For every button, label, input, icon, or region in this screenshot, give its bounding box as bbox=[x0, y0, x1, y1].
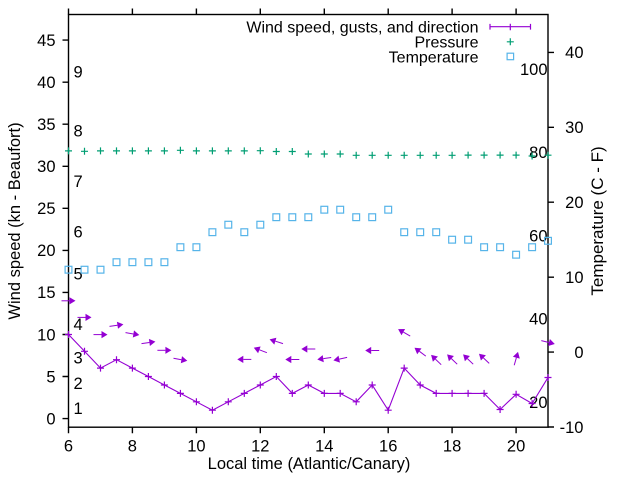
svg-text:10: 10 bbox=[565, 269, 583, 287]
svg-text:100: 100 bbox=[520, 61, 548, 79]
svg-text:8: 8 bbox=[128, 438, 137, 456]
svg-text:0: 0 bbox=[46, 410, 55, 428]
svg-text:14: 14 bbox=[315, 438, 333, 456]
svg-text:20: 20 bbox=[507, 438, 525, 456]
svg-text:Temperature: Temperature bbox=[389, 50, 479, 67]
svg-text:4: 4 bbox=[74, 316, 83, 334]
svg-text:Wind speed (kn - Beaufort): Wind speed (kn - Beaufort) bbox=[6, 122, 24, 319]
svg-text:35: 35 bbox=[37, 116, 55, 134]
svg-text:12: 12 bbox=[251, 438, 269, 456]
svg-text:16: 16 bbox=[379, 438, 397, 456]
svg-text:20: 20 bbox=[37, 242, 55, 260]
svg-text:6: 6 bbox=[64, 438, 73, 456]
svg-text:Temperature (C - F): Temperature (C - F) bbox=[588, 146, 607, 295]
svg-text:6: 6 bbox=[74, 224, 83, 242]
svg-text:3: 3 bbox=[74, 350, 83, 368]
svg-text:7: 7 bbox=[74, 173, 83, 191]
svg-text:0: 0 bbox=[574, 344, 583, 362]
svg-text:45: 45 bbox=[37, 32, 55, 50]
svg-text:25: 25 bbox=[37, 200, 55, 218]
svg-text:20: 20 bbox=[565, 194, 583, 212]
svg-text:15: 15 bbox=[37, 284, 55, 302]
svg-text:9: 9 bbox=[74, 64, 83, 82]
svg-text:40: 40 bbox=[565, 44, 583, 62]
svg-text:1: 1 bbox=[74, 400, 83, 418]
svg-text:40: 40 bbox=[37, 74, 55, 92]
svg-text:60: 60 bbox=[529, 227, 547, 245]
svg-text:80: 80 bbox=[529, 144, 547, 162]
svg-text:5: 5 bbox=[74, 266, 83, 284]
svg-text:Local time (Atlantic/Canary): Local time (Atlantic/Canary) bbox=[208, 455, 411, 473]
svg-text:30: 30 bbox=[37, 158, 55, 176]
svg-text:10: 10 bbox=[37, 326, 55, 344]
svg-text:Pressure: Pressure bbox=[414, 35, 478, 52]
svg-text:20: 20 bbox=[529, 394, 547, 412]
svg-text:8: 8 bbox=[74, 123, 83, 141]
svg-text:2: 2 bbox=[74, 375, 83, 393]
svg-text:-10: -10 bbox=[560, 419, 584, 437]
svg-text:30: 30 bbox=[565, 119, 583, 137]
svg-text:10: 10 bbox=[187, 438, 205, 456]
svg-text:18: 18 bbox=[443, 438, 461, 456]
svg-text:5: 5 bbox=[46, 368, 55, 386]
svg-text:Wind speed, gusts, and directi: Wind speed, gusts, and direction bbox=[246, 19, 478, 36]
svg-text:40: 40 bbox=[529, 311, 547, 329]
